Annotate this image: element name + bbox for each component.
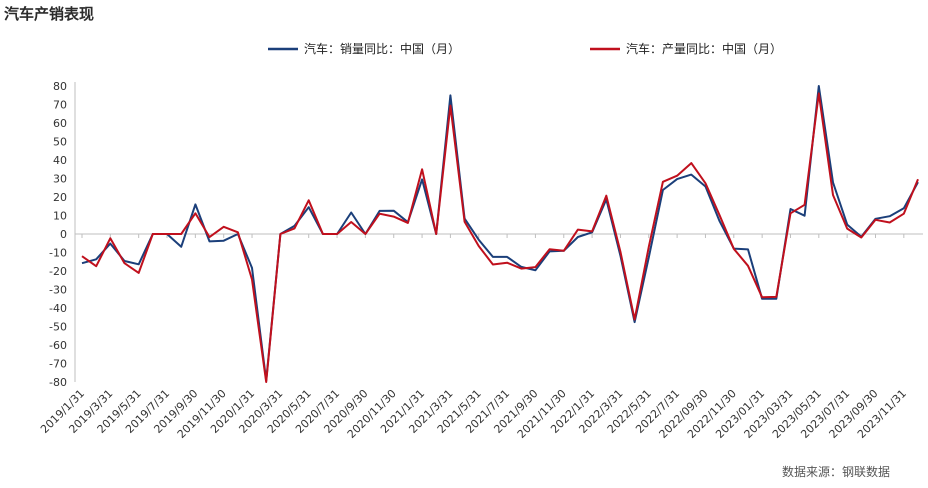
y-tick-label: 10 — [53, 210, 67, 223]
page-title: 汽车产销表现 — [4, 5, 95, 23]
y-tick-label: 0 — [60, 228, 67, 241]
y-axis-ticks: -80 -70 -60 -50 -40 -30 -20 -10 0 10 20 30 40 50 60 70 8… — [49, 80, 67, 389]
y-tick-label: -30 — [49, 284, 67, 297]
chart-series — [81, 85, 919, 383]
y-tick-label: -80 — [49, 376, 67, 389]
y-tick-label: 20 — [53, 191, 67, 204]
y-tick-label: 70 — [53, 99, 67, 112]
y-tick-label: 80 — [53, 80, 67, 93]
y-tick-label: -50 — [49, 321, 67, 334]
y-tick-label: 30 — [53, 173, 67, 186]
y-tick-label: -60 — [49, 339, 67, 352]
series-line-production — [81, 92, 919, 383]
y-tick-label: 60 — [53, 117, 67, 130]
y-tick-label: 50 — [53, 136, 67, 149]
chart-axes — [74, 82, 923, 382]
x-axis-ticks: 2019/1/312019/3/312019/5/312019/7/312019… — [38, 234, 909, 441]
y-tick-label: -20 — [49, 265, 67, 278]
source-note: 数据来源：钢联数据 — [781, 465, 890, 479]
legend-label-production: 汽车：产量同比：中国（月） — [626, 41, 782, 56]
y-tick-label: 40 — [53, 154, 67, 167]
legend-label-sales: 汽车：销量同比：中国（月） — [304, 41, 460, 56]
y-tick-label: -70 — [49, 358, 67, 371]
y-tick-label: -40 — [49, 302, 67, 315]
y-tick-label: -10 — [49, 247, 67, 260]
chart-legend: 汽车：销量同比：中国（月） 汽车：产量同比：中国（月） — [268, 41, 782, 56]
